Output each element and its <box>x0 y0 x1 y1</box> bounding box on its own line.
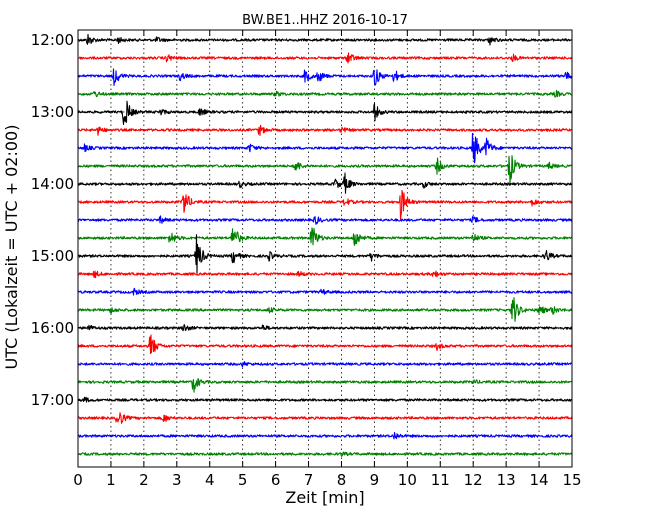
trace-1700 <box>77 396 573 403</box>
x-tick-label: 12 <box>464 471 483 489</box>
trace-1245 <box>77 89 573 98</box>
trace-1745 <box>77 451 573 457</box>
y-tick-label: 13:00 <box>31 103 74 121</box>
trace-1430 <box>77 215 573 225</box>
y-tick-label: 17:00 <box>31 391 74 409</box>
x-tick-label: 9 <box>370 471 380 489</box>
x-tick-label: 2 <box>139 471 149 489</box>
trace-1545 <box>77 297 573 322</box>
y-tick-label: 12:00 <box>31 31 74 49</box>
trace-1400 <box>77 172 573 194</box>
x-tick-label: 8 <box>337 471 347 489</box>
x-tick-label: 13 <box>497 471 516 489</box>
trace-1300 <box>77 100 573 126</box>
trace-1630 <box>77 360 573 368</box>
plot-frame <box>77 29 573 468</box>
trace-1345 <box>77 155 573 185</box>
trace-1600 <box>77 324 573 332</box>
y-axis-label: UTC (Lokalzeit = UTC + 02:00) <box>2 125 21 370</box>
trace-1530 <box>77 287 573 296</box>
x-tick-label: 5 <box>238 471 248 489</box>
trace-1730 <box>77 431 573 440</box>
trace-1200 <box>77 33 573 46</box>
y-tick-label: 14:00 <box>31 175 74 193</box>
traces <box>77 33 573 457</box>
grid <box>78 30 572 467</box>
trace-1445 <box>77 227 573 246</box>
trace-1515 <box>77 270 573 279</box>
trace-1315 <box>77 124 573 137</box>
trace-1330 <box>77 132 573 164</box>
x-tick-label: 1 <box>106 471 116 489</box>
trace-1715 <box>77 412 573 424</box>
x-tick-label: 10 <box>398 471 417 489</box>
y-axis-ticks: 12:00 13:00 14:00 15:00 16:00 17:00 <box>31 31 572 409</box>
trace-1615 <box>77 334 573 355</box>
x-tick-label: 6 <box>271 471 281 489</box>
x-tick-label: 4 <box>205 471 215 489</box>
x-tick-label: 14 <box>530 471 549 489</box>
x-tick-label: 15 <box>562 471 581 489</box>
trace-1415 <box>77 189 573 221</box>
y-tick-label: 15:00 <box>31 247 74 265</box>
trace-1645 <box>77 378 573 393</box>
trace-1230 <box>77 68 573 87</box>
trace-1215 <box>77 52 573 64</box>
trace-1500 <box>77 234 573 274</box>
x-tick-label: 0 <box>73 471 83 489</box>
x-tick-label: 11 <box>431 471 450 489</box>
x-axis-ticks: 0 1 2 3 4 5 6 7 8 9 10 11 12 13 14 15 <box>73 30 582 489</box>
chart-title: BW.BE1..HHZ 2016-10-17 <box>242 13 408 28</box>
x-tick-label: 3 <box>172 471 182 489</box>
y-tick-label: 16:00 <box>31 319 74 337</box>
x-tick-label: 7 <box>304 471 314 489</box>
x-axis-label: Zeit [min] <box>285 488 364 507</box>
